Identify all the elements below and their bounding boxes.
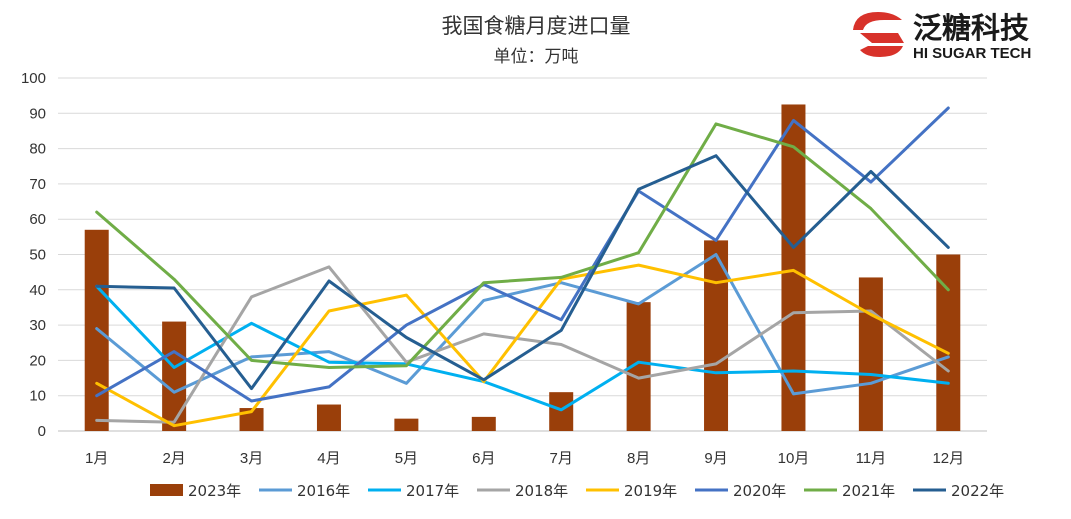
x-tick-label: 6月 <box>472 450 495 467</box>
legend-label-2020年: 2020年 <box>733 482 786 500</box>
y-tick-label: 100 <box>21 70 46 87</box>
legend-swatch-2023年 <box>150 484 183 496</box>
y-tick-label: 30 <box>29 317 46 334</box>
y-axis-ticks: 0 10 20 30 40 50 60 70 80 90 100 <box>21 70 46 440</box>
y-tick-label: 80 <box>29 141 46 158</box>
logo-name-en: HI SUGAR TECH <box>913 45 1031 62</box>
bar-2023-7 <box>549 392 574 431</box>
x-tick-label: 10月 <box>778 450 810 467</box>
logo-name-cn: 泛糖科技 <box>913 11 1029 45</box>
y-tick-label: 20 <box>29 352 46 369</box>
bar-2023-12 <box>936 254 961 431</box>
x-tick-label: 11月 <box>856 450 887 467</box>
bar-2023-9 <box>704 240 729 431</box>
gridlines <box>58 77 987 432</box>
y-tick-label: 10 <box>29 388 46 405</box>
x-tick-label: 12月 <box>932 450 964 467</box>
logo-mark <box>853 12 904 57</box>
x-tick-label: 3月 <box>240 450 263 467</box>
x-tick-label: 2月 <box>162 450 185 467</box>
bar-series-2023 <box>84 104 961 431</box>
line-2018年 <box>95 265 950 424</box>
x-tick-label: 4月 <box>317 450 340 467</box>
bar-2023-2 <box>162 321 187 431</box>
x-tick-label: 1月 <box>85 450 108 467</box>
y-tick-label: 70 <box>29 176 46 193</box>
bar-2023-5 <box>394 418 419 431</box>
x-tick-label: 7月 <box>550 450 573 467</box>
line-series <box>95 106 950 428</box>
legend-label-2017年: 2017年 <box>406 482 459 500</box>
line-2022年 <box>95 154 950 391</box>
legend-label-2016年: 2016年 <box>297 482 350 500</box>
hi-sugar-tech-logo: 泛糖科技 HI SUGAR TECH <box>853 11 1031 62</box>
chart-title: 我国食糖月度进口量 <box>442 14 631 38</box>
legend-label-2023年: 2023年 <box>188 482 241 500</box>
line-2020年 <box>95 106 950 403</box>
legend-label-2021年: 2021年 <box>842 482 895 500</box>
y-tick-label: 90 <box>29 105 46 122</box>
bar-2023-4 <box>316 404 341 431</box>
y-tick-label: 50 <box>29 247 46 264</box>
bar-2023-6 <box>471 416 496 431</box>
y-tick-label: 60 <box>29 211 46 228</box>
legend-label-2019年: 2019年 <box>624 482 677 500</box>
line-2019年 <box>95 263 950 428</box>
legend-label-2022年: 2022年 <box>951 482 1004 500</box>
x-tick-label: 5月 <box>395 450 418 467</box>
x-tick-label: 9月 <box>704 450 727 467</box>
y-tick-label: 0 <box>38 423 46 440</box>
y-tick-label: 40 <box>29 282 46 299</box>
line-2021年 <box>95 122 950 369</box>
legend: 2023年 2016年 2017年 2018年 2019年 2020年 2021年 2022年 <box>150 482 1004 500</box>
x-axis-ticks: 1月 2月 3月 4月 5月 6月 7月 8月 9月 10月 11月 12月 <box>85 450 964 467</box>
chart-subtitle: 单位：万吨 <box>494 47 579 67</box>
line-2017年 <box>95 284 950 412</box>
line-2016年 <box>95 253 950 396</box>
x-tick-label: 8月 <box>627 450 650 467</box>
bar-2023-11 <box>858 277 883 431</box>
legend-label-2018年: 2018年 <box>515 482 568 500</box>
